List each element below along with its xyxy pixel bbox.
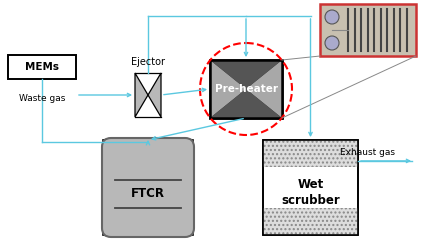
Text: FTCR: FTCR xyxy=(131,187,165,200)
Circle shape xyxy=(325,10,339,24)
Polygon shape xyxy=(210,60,246,118)
Polygon shape xyxy=(210,89,282,118)
Text: Pre-heater: Pre-heater xyxy=(215,84,277,94)
Text: Wet
scrubber: Wet scrubber xyxy=(281,179,340,206)
Bar xyxy=(320,4,416,56)
Text: Exhaust gas: Exhaust gas xyxy=(340,148,395,157)
Bar xyxy=(263,140,358,235)
Polygon shape xyxy=(246,60,282,118)
Bar xyxy=(8,55,76,79)
Text: Waste gas: Waste gas xyxy=(19,94,65,103)
Polygon shape xyxy=(148,73,161,117)
Bar xyxy=(103,140,193,235)
Text: Ejector: Ejector xyxy=(131,57,165,67)
Bar xyxy=(263,208,358,235)
Bar xyxy=(210,60,282,118)
Text: MEMs: MEMs xyxy=(25,62,59,72)
Polygon shape xyxy=(210,60,282,89)
Polygon shape xyxy=(135,73,148,117)
FancyBboxPatch shape xyxy=(102,138,194,237)
Bar xyxy=(210,60,282,118)
Circle shape xyxy=(325,36,339,50)
Bar xyxy=(263,140,358,167)
Bar xyxy=(263,140,358,235)
